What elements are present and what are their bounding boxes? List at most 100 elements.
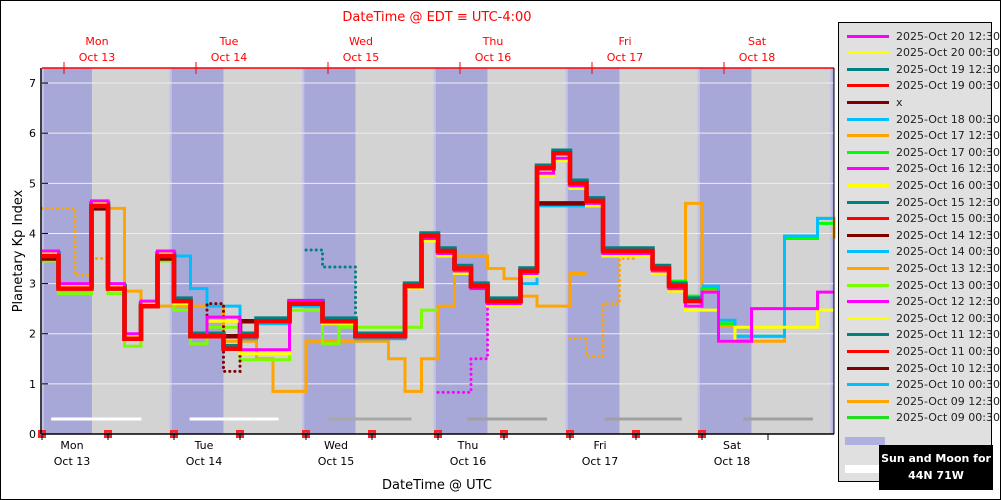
night-band	[169, 68, 224, 434]
chart-title: DateTime @ EDT ≡ UTC-4:00	[342, 10, 531, 25]
x-tick-day-label: Fri	[593, 439, 606, 452]
legend-item: 2025-Oct 17 12:30	[847, 129, 1000, 143]
legend-label: 2025-Oct 11 00:30	[896, 344, 1000, 358]
top-axis-date-label: Oct 16	[475, 51, 512, 64]
legend-label: 2025-Oct 12 00:30	[896, 311, 1000, 325]
sun-moon-line1: Sun and Moon for	[881, 452, 991, 465]
legend-item: 2025-Oct 19 12:30	[847, 62, 1000, 76]
legend-item: x	[847, 95, 903, 109]
legend-swatch	[847, 333, 889, 337]
legend-item: 2025-Oct 14 12:30	[847, 228, 1000, 242]
sun-moon-line2: 44N 71W	[908, 469, 964, 482]
legend-item: 2025-Oct 20 12:30	[847, 29, 1000, 43]
x-tick-date-label: Oct 14	[186, 455, 223, 468]
legend-label: 2025-Oct 09 12:30	[896, 394, 1000, 408]
legend-label: 2025-Oct 18 00:30	[896, 112, 1000, 126]
legend-moon-swatch	[845, 465, 885, 473]
legend-item: 2025-Oct 15 12:30	[847, 195, 1000, 209]
legend-swatch	[847, 233, 889, 237]
sun-moon-location-label: Sun and Moon for 44N 71W	[879, 445, 993, 490]
legend-item: 2025-Oct 18 00:30	[847, 112, 1000, 126]
legend-item: 2025-Oct 09 12:30	[847, 394, 1000, 408]
legend-item: 2025-Oct 11 12:30	[847, 328, 1000, 342]
legend-swatch	[847, 399, 889, 403]
top-axis-date-label: Oct 17	[607, 51, 644, 64]
legend-label: 2025-Oct 15 12:30	[896, 195, 1000, 209]
legend-item: 2025-Oct 11 00:30	[847, 344, 1000, 358]
x-tick-date-label: Oct 18	[714, 455, 751, 468]
legend-swatch	[847, 100, 889, 104]
legend-item: 2025-Oct 10 12:30	[847, 361, 1000, 375]
legend-label: 2025-Oct 20 00:30	[896, 46, 1000, 60]
y-tick-label: 3	[29, 278, 36, 291]
legend-sun-swatch	[845, 437, 885, 445]
legend-item: 2025-Oct 12 12:30	[847, 295, 1000, 309]
legend-swatch	[847, 283, 889, 287]
legend-swatch	[847, 51, 889, 55]
x-tick-day-label: Sat	[723, 439, 742, 452]
series-line-2025-oct-19-00-30	[42, 150, 702, 352]
legend-swatch	[847, 167, 889, 171]
legend-swatch	[847, 316, 889, 320]
legend-label: 2025-Oct 13 00:30	[896, 278, 1000, 292]
legend-label: 2025-Oct 15 00:30	[896, 212, 1000, 226]
legend-swatch	[847, 200, 889, 204]
legend-label: 2025-Oct 19 12:30	[896, 62, 1000, 76]
legend-item: 2025-Oct 16 12:30	[847, 162, 1000, 176]
x-tick-date-label: Oct 15	[318, 455, 355, 468]
top-axis-day-label: Wed	[349, 35, 373, 48]
y-tick-label: 0	[29, 428, 36, 441]
night-band	[697, 68, 752, 434]
legend-label: 2025-Oct 09 00:30	[896, 411, 1000, 425]
legend-label: x	[896, 95, 903, 109]
x-tick-day-label: Tue	[194, 439, 214, 452]
legend-item: 2025-Oct 15 00:30	[847, 212, 1000, 226]
legend-label: 2025-Oct 12 12:30	[896, 295, 1000, 309]
legend-label: 2025-Oct 11 12:30	[896, 328, 1000, 342]
y-tick-label: 4	[29, 227, 36, 240]
y-tick-label: 2	[29, 328, 36, 341]
legend-label: 2025-Oct 14 00:30	[896, 245, 1000, 259]
x-axis-label: DateTime @ UTC	[382, 478, 492, 493]
top-axis-day-label: Mon	[85, 35, 108, 48]
legend-label: 2025-Oct 17 00:30	[896, 145, 1000, 159]
legend-item: 2025-Oct 10 00:30	[847, 378, 1000, 392]
legend-label: 2025-Oct 16 12:30	[896, 162, 1000, 176]
legend-label: 2025-Oct 10 00:30	[896, 378, 1000, 392]
top-axis-date-label: Oct 18	[739, 51, 776, 64]
legend-swatch	[847, 416, 889, 420]
legend-label: 2025-Oct 20 12:30	[896, 29, 1000, 43]
plot-area: 0 1 2 3 4 5 6 7 Mon Oct 13 Tue Oct 14 Wed Oct 15 Thu Oc…	[29, 35, 836, 468]
legend-item: 2025-Oct 14 00:30	[847, 245, 1000, 259]
series-line-2025-oct-13-12-30	[91, 206, 587, 393]
legend: 2025-Oct 20 12:30 2025-Oct 20 00:30 2025-O…	[838, 22, 1000, 482]
series-line-2025-oct-16-12-30	[436, 304, 506, 394]
legend-label: 2025-Oct 16 00:30	[896, 178, 1000, 192]
legend-item: 2025-Oct 13 00:30	[847, 278, 1000, 292]
legend-swatch	[847, 349, 889, 353]
legend-label: 2025-Oct 10 12:30	[896, 361, 1000, 375]
top-axis-day-label: Fri	[618, 35, 631, 48]
x-tick-date-label: Oct 16	[450, 455, 487, 468]
legend-item: 2025-Oct 13 12:30	[847, 261, 1000, 275]
legend-swatch	[847, 300, 889, 304]
x-tick-date-label: Oct 13	[54, 455, 91, 468]
legend-item: 2025-Oct 09 00:30	[847, 411, 1000, 425]
legend-swatch	[847, 84, 889, 88]
legend-swatch	[847, 366, 889, 370]
legend-item: 2025-Oct 19 00:30	[847, 79, 1000, 93]
series-line-2025-oct-17-12-30	[568, 257, 638, 358]
top-axis-date-label: Oct 13	[79, 51, 116, 64]
y-tick-label: 1	[29, 378, 36, 391]
top-axis-date-label: Oct 14	[211, 51, 248, 64]
legend-swatch	[847, 34, 889, 38]
y-tick-label: 7	[29, 77, 36, 90]
legend-swatch	[847, 134, 889, 138]
legend-item: 2025-Oct 12 00:30	[847, 311, 1000, 325]
top-axis-day-label: Tue	[219, 35, 239, 48]
legend-item: 2025-Oct 17 00:30	[847, 145, 1000, 159]
legend-swatch	[847, 383, 889, 387]
legend-swatch	[847, 150, 889, 154]
